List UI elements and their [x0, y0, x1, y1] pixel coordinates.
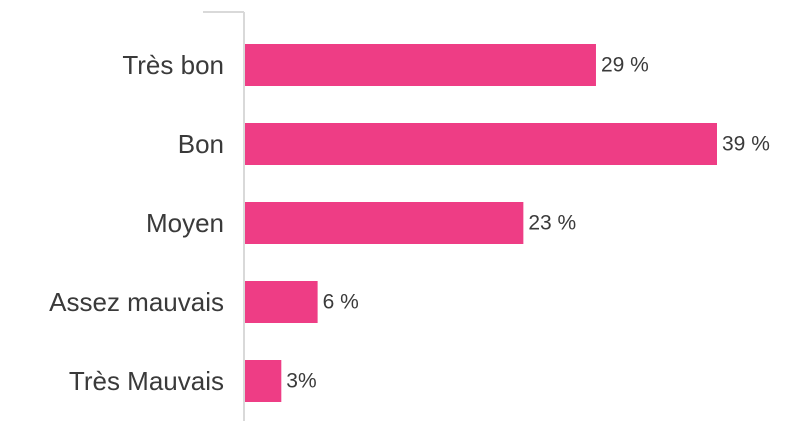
value-label-bon: 39 %: [722, 133, 770, 156]
value-label-tres-mauvais: 3%: [286, 370, 316, 393]
category-label-assez-mauvais: Assez mauvais: [49, 287, 224, 317]
value-label-tres-bon: 29 %: [601, 54, 649, 77]
bar-moyen: [245, 202, 524, 244]
category-labels: Très bon Bon Moyen Assez mauvais Très Mauvai…: [49, 50, 224, 396]
bar-tres-bon: [245, 44, 596, 86]
chart-axes: [203, 11, 245, 421]
bars: [245, 44, 717, 402]
value-label-moyen: 23 %: [528, 212, 576, 235]
category-label-bon: Bon: [178, 129, 224, 159]
bar-tres-mauvais: [245, 360, 282, 402]
bar-bon: [245, 123, 717, 165]
category-label-moyen: Moyen: [146, 208, 224, 238]
category-label-tres-mauvais: Très Mauvais: [69, 366, 224, 396]
value-label-assez-mauvais: 6 %: [323, 291, 359, 314]
value-labels: 29 % 39 % 23 % 6 % 3%: [286, 54, 770, 393]
category-label-tres-bon: Très bon: [122, 50, 224, 80]
bar-assez-mauvais: [245, 281, 318, 323]
